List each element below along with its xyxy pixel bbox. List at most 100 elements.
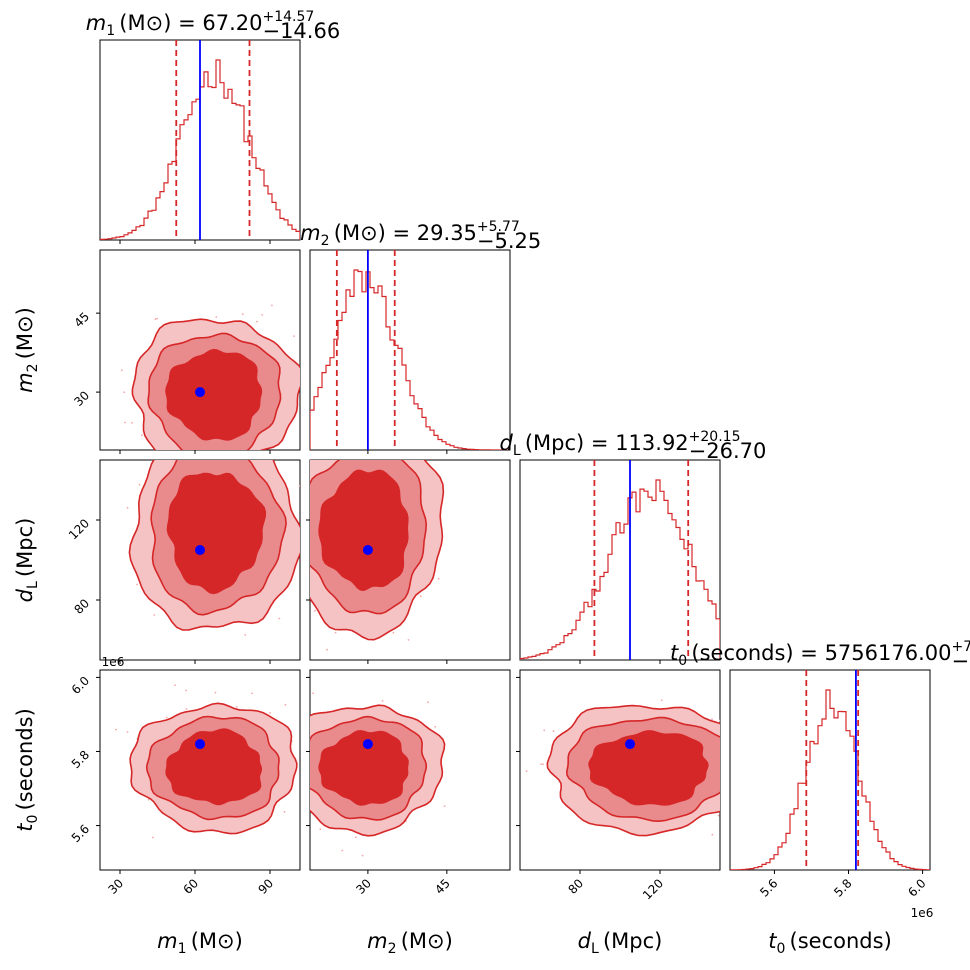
sample-point xyxy=(719,719,720,722)
sample-point xyxy=(402,457,404,459)
sample-point xyxy=(326,648,328,651)
sample-point xyxy=(307,592,309,594)
sample-point xyxy=(419,595,422,598)
y-tick-label-t0: 5.8 xyxy=(69,748,92,771)
sample-point xyxy=(165,716,168,719)
panel-group-t0-m2 xyxy=(302,692,446,857)
sample-point xyxy=(123,391,126,394)
sample-point xyxy=(552,730,555,733)
sample-point xyxy=(278,617,281,620)
truth-point-dL-m1 xyxy=(195,545,205,555)
x-tick-label-dL: 80 xyxy=(565,876,586,897)
sample-point xyxy=(174,684,176,686)
hist-step-dL xyxy=(520,479,720,660)
x-tick-label-t0: 5.8 xyxy=(831,876,854,899)
sample-point xyxy=(191,453,193,455)
sample-point xyxy=(312,692,314,694)
hist-step-t0 xyxy=(730,689,930,870)
y-tick-label-dL: 80 xyxy=(71,596,92,617)
sample-point xyxy=(314,609,316,612)
sample-point xyxy=(660,699,663,702)
sample-point xyxy=(244,634,247,636)
sample-point xyxy=(525,770,528,773)
sample-point xyxy=(303,520,305,522)
hist-frame-dL xyxy=(519,459,721,661)
sample-point xyxy=(363,452,365,454)
sample-point xyxy=(302,727,304,729)
sample-point xyxy=(284,703,287,706)
contour-inner xyxy=(165,348,263,441)
title-m2: m2 (M⊙) = 29.35+5.77 xyxy=(300,219,520,249)
contour-inner xyxy=(318,729,409,806)
sample-point xyxy=(126,731,129,733)
sample-point xyxy=(723,784,725,786)
hist-group-m1 xyxy=(100,40,300,240)
y-tick-label-m2: 30 xyxy=(71,388,92,409)
sample-point xyxy=(334,631,337,634)
sample-point xyxy=(437,578,440,580)
hist-group-dL xyxy=(520,460,720,660)
sample-point xyxy=(302,752,304,754)
y-multiplier-t0: 1e6 xyxy=(102,655,125,669)
panel-group-dL-m2 xyxy=(304,452,445,651)
sample-point xyxy=(124,421,126,424)
sample-point xyxy=(152,836,154,839)
x-tick-label-m1: 30 xyxy=(105,876,126,897)
hist-step-m2 xyxy=(310,269,510,450)
title-minus-t0: −723 xyxy=(952,649,970,673)
sample-point xyxy=(261,314,263,316)
x-tick-label-dL: 120 xyxy=(640,876,666,902)
x-tick-label-t0: 6.0 xyxy=(905,876,928,899)
title-minus-m2: −5.25 xyxy=(477,229,541,253)
sample-point xyxy=(303,740,305,742)
sample-point xyxy=(271,304,273,307)
sample-point xyxy=(381,700,384,702)
y-axis-label-t0: t0 (seconds) xyxy=(13,708,41,832)
x-axis-label-dL: dL (Mpc) xyxy=(578,929,663,957)
sample-point xyxy=(711,833,714,836)
y-axis-label-m2: m2 (M⊙) xyxy=(13,307,41,393)
x-tick-label-m1: 60 xyxy=(180,876,201,897)
sample-point xyxy=(308,528,310,530)
sample-point xyxy=(141,434,143,436)
sample-point xyxy=(131,422,133,424)
truth-point-t0-m1 xyxy=(195,739,205,750)
y-axis-label-dL: dL (Mpc) xyxy=(13,518,41,603)
sample-point xyxy=(427,701,429,704)
sample-point xyxy=(392,631,395,634)
truth-point-m2-m1 xyxy=(195,387,205,398)
sample-point xyxy=(361,854,364,857)
hist-group-m2 xyxy=(310,250,510,450)
truth-point-t0-dL xyxy=(625,739,635,750)
sample-point xyxy=(185,708,188,710)
sample-point xyxy=(711,718,713,720)
sample-point xyxy=(542,763,544,766)
title-t0: t0 (seconds) = 5756176.00+710 xyxy=(670,639,970,669)
x-tick-label-m2: 45 xyxy=(432,876,453,897)
panel-group-t0-dL xyxy=(525,699,730,837)
truth-point-dL-m2 xyxy=(362,545,373,555)
sample-point xyxy=(147,798,150,801)
y-tick-label-t0: 5.6 xyxy=(69,822,92,845)
x-axis-label-t0: t0 (seconds) xyxy=(768,929,892,957)
x-tick-label-t0: 5.6 xyxy=(757,876,780,899)
sample-point xyxy=(138,483,141,486)
x-multiplier-t0: 1e6 xyxy=(911,906,934,920)
sample-point xyxy=(727,753,729,755)
sample-point xyxy=(728,767,730,769)
sample-point xyxy=(407,639,410,641)
sample-point xyxy=(304,590,306,592)
title-minus-m1: −14.66 xyxy=(262,19,340,43)
truth-point-t0-m2 xyxy=(362,739,373,750)
sample-point xyxy=(355,836,357,838)
title-m1: m1 (M⊙) = 67.20+14.57 xyxy=(86,9,315,39)
title-minus-dL: −26.70 xyxy=(689,439,767,463)
sample-point xyxy=(726,730,728,732)
sample-point xyxy=(283,810,286,813)
sample-point xyxy=(298,485,300,487)
sample-point xyxy=(154,318,157,320)
sample-point xyxy=(232,456,234,458)
sample-point xyxy=(251,692,254,695)
sample-point xyxy=(185,689,188,692)
sample-point xyxy=(115,728,117,731)
